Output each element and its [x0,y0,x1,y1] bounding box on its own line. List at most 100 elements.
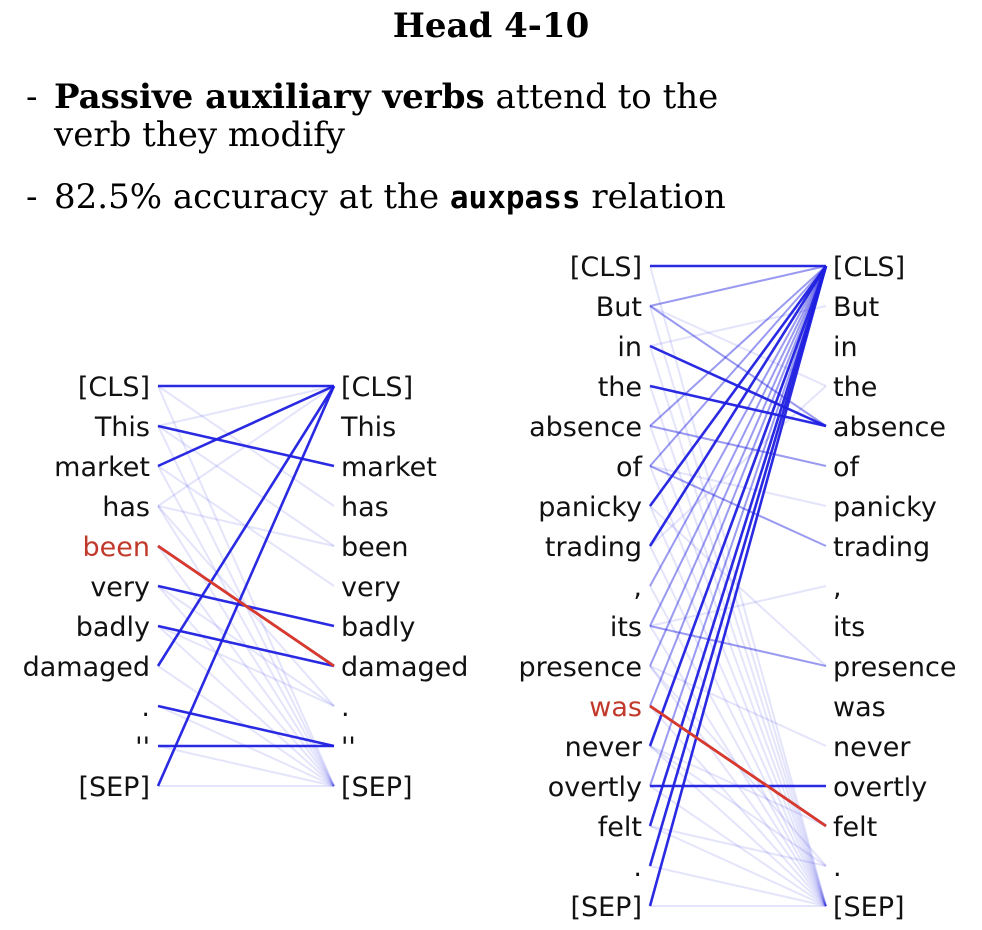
bullet-text: attend to the [484,77,719,117]
left-token: trading [545,532,642,563]
right-token: [SEP] [833,892,905,923]
bullet-passive-auxiliary: - Passive auxiliary verbs attend to the v… [26,78,718,154]
right-token: absence [833,412,946,443]
bullet-text-line2: verb they modify [54,115,345,155]
right-token: trading [833,532,930,563]
attention-edge-faint [649,545,827,907]
right-token: panicky [833,492,937,523]
attention-edge-medium [649,305,827,427]
attention-edge-faint [649,705,827,907]
attention-edge-strong [157,624,335,668]
attention-edge-faint [157,425,335,547]
right-token: presence [833,652,957,683]
attention-edge-faint [649,745,827,907]
attention-edge-strong [156,385,336,667]
left-token: . [141,692,150,723]
attention-edge-faint [157,385,335,427]
right-token: was [833,692,886,723]
attention-edge-faint [649,785,827,907]
right-token: very [341,572,401,603]
left-token: , [633,572,642,603]
attention-edge-medium [649,265,827,787]
right-token: has [341,492,389,523]
right-token: felt [833,812,877,843]
left-token: market [54,452,150,483]
attention-edge-strong [648,265,828,907]
left-token: its [610,612,642,643]
right-token: of [833,452,861,483]
attention-edge-strong [157,704,335,748]
right-token: , [833,572,842,603]
attention-edge-medium [649,265,827,627]
attention-edge-strong [157,384,335,468]
right-token: in [833,332,858,363]
attention-edge-medium [649,625,827,667]
right-token: been [341,532,408,563]
attention-diagram-2: [CLS] [CLS] But But in in the the absence absence… [518,252,956,923]
right-token: damaged [341,652,468,683]
attention-edge-faint [649,505,827,907]
attention-edge-strong [648,265,828,507]
attention-edge-faint [157,625,335,707]
right-token: badly [341,612,415,643]
attention-edge-faint [157,465,335,787]
left-token: overtly [548,772,642,803]
right-token: '' [341,732,356,763]
left-token: presence [518,652,642,683]
right-token: [SEP] [341,772,413,803]
left-token: been [83,532,150,563]
right-token: the [833,372,877,403]
left-token: [CLS] [78,372,150,403]
right-token: But [833,292,879,323]
attention-edge-strong [157,424,335,468]
left-token: was [589,692,642,723]
left-token: '' [135,732,150,763]
left-token: very [90,572,150,603]
left-token: felt [598,812,642,843]
attention-edge-strong [648,265,828,867]
attention-edge-medium [649,265,827,667]
right-token: This [340,412,396,443]
left-token: This [94,412,150,443]
bullet-bold-text: Passive auxiliary verbs [54,77,485,117]
attention-edge-medium [649,265,827,427]
right-token: [CLS] [341,372,413,403]
right-token: market [341,452,437,483]
attention-edge-medium [649,265,827,467]
relation-name: auxpass [449,180,581,216]
bullet-dash: - [26,77,38,117]
bullet-accuracy: -82.5% accuracy at the auxpass relation [26,178,726,217]
left-token: [SEP] [78,772,150,803]
left-token: in [617,332,642,363]
left-token: . [633,852,642,883]
left-token: [CLS] [570,252,642,283]
left-token: absence [529,412,642,443]
bullet-dash: - [26,177,38,217]
left-token: has [102,492,150,523]
attention-edge-highlight [649,704,827,828]
attention-edge-faint [157,625,335,787]
attention-edge-strong [648,265,828,547]
attention-edge-strong [156,385,336,787]
attention-edge-medium [649,265,827,707]
attention-diagram-1: [CLS] [CLS] This This market market has has been… [23,372,469,803]
right-token: its [833,612,865,643]
attention-edge-faint [649,465,827,507]
attention-edge-faint [649,345,827,907]
attention-edge-faint [157,745,335,787]
attention-edge-highlight [157,544,335,668]
attention-edge-medium [649,425,827,467]
right-token: . [341,692,350,723]
right-token: . [833,852,842,883]
left-token: badly [76,612,150,643]
attention-edge-faint [157,585,335,787]
attention-edge-strong [648,265,828,747]
attention-edge-faint [649,425,827,907]
left-token: of [616,452,644,483]
right-token: overtly [833,772,927,803]
attention-edge-medium [649,265,827,587]
attention-edge-faint [649,585,827,907]
attention-edge-faint [649,585,827,627]
left-token: [SEP] [570,892,642,923]
